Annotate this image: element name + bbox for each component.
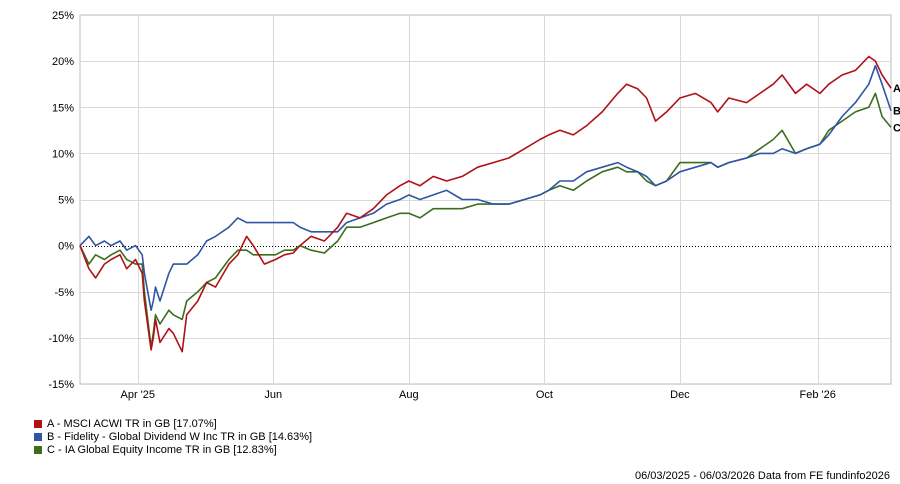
legend-swatch-a <box>34 419 42 428</box>
chart-footer: 06/03/2025 - 06/03/2026 Data from FE fun… <box>635 470 890 482</box>
y-tick-label: 20% <box>52 56 74 68</box>
x-tick-label: Aug <box>399 389 419 401</box>
series-end-label-b: B <box>893 106 900 118</box>
y-tick-label: -5% <box>54 287 74 299</box>
y-tick-label: 5% <box>58 195 74 207</box>
series-line-a <box>79 55 892 353</box>
y-tick-label: -10% <box>48 333 74 345</box>
legend-swatch-b <box>34 432 42 441</box>
footer-source: Data from FE fundinfo2026 <box>757 470 890 482</box>
legend-label-b: B - Fidelity - Global Dividend W Inc TR … <box>47 430 313 443</box>
series-end-label-a: A <box>893 83 900 95</box>
chart-legend: A - MSCI ACWI TR in GB [17.07%] B - Fide… <box>34 417 312 456</box>
y-tick-label: 25% <box>52 10 74 22</box>
x-tick-label: Jun <box>264 389 282 401</box>
legend-item-c: C - IA Global Equity Income TR in GB [12… <box>34 443 312 456</box>
plot-frame <box>79 14 892 385</box>
x-tick-label: Apr '25 <box>121 389 156 401</box>
legend-label-c: C - IA Global Equity Income TR in GB [12… <box>47 443 277 456</box>
legend-item-a: A - MSCI ACWI TR in GB [17.07%] <box>34 417 312 430</box>
legend-label-a: A - MSCI ACWI TR in GB [17.07%] <box>47 417 217 430</box>
x-tick-label: Dec <box>670 389 690 401</box>
y-tick-label: -15% <box>48 379 74 391</box>
y-tick-label: 0% <box>58 241 74 253</box>
series-end-label-c: C <box>893 122 900 134</box>
y-tick-label: 10% <box>52 148 74 160</box>
x-tick-label: Feb '26 <box>799 389 835 401</box>
series-line-c <box>79 92 892 348</box>
footer-date-range: 06/03/2025 - 06/03/2026 <box>634 470 755 482</box>
y-tick-label: 15% <box>52 102 74 114</box>
x-tick-label: Oct <box>536 389 553 401</box>
legend-item-b: B - Fidelity - Global Dividend W Inc TR … <box>34 430 312 443</box>
legend-swatch-c <box>34 445 42 454</box>
series-line-b <box>79 64 892 311</box>
